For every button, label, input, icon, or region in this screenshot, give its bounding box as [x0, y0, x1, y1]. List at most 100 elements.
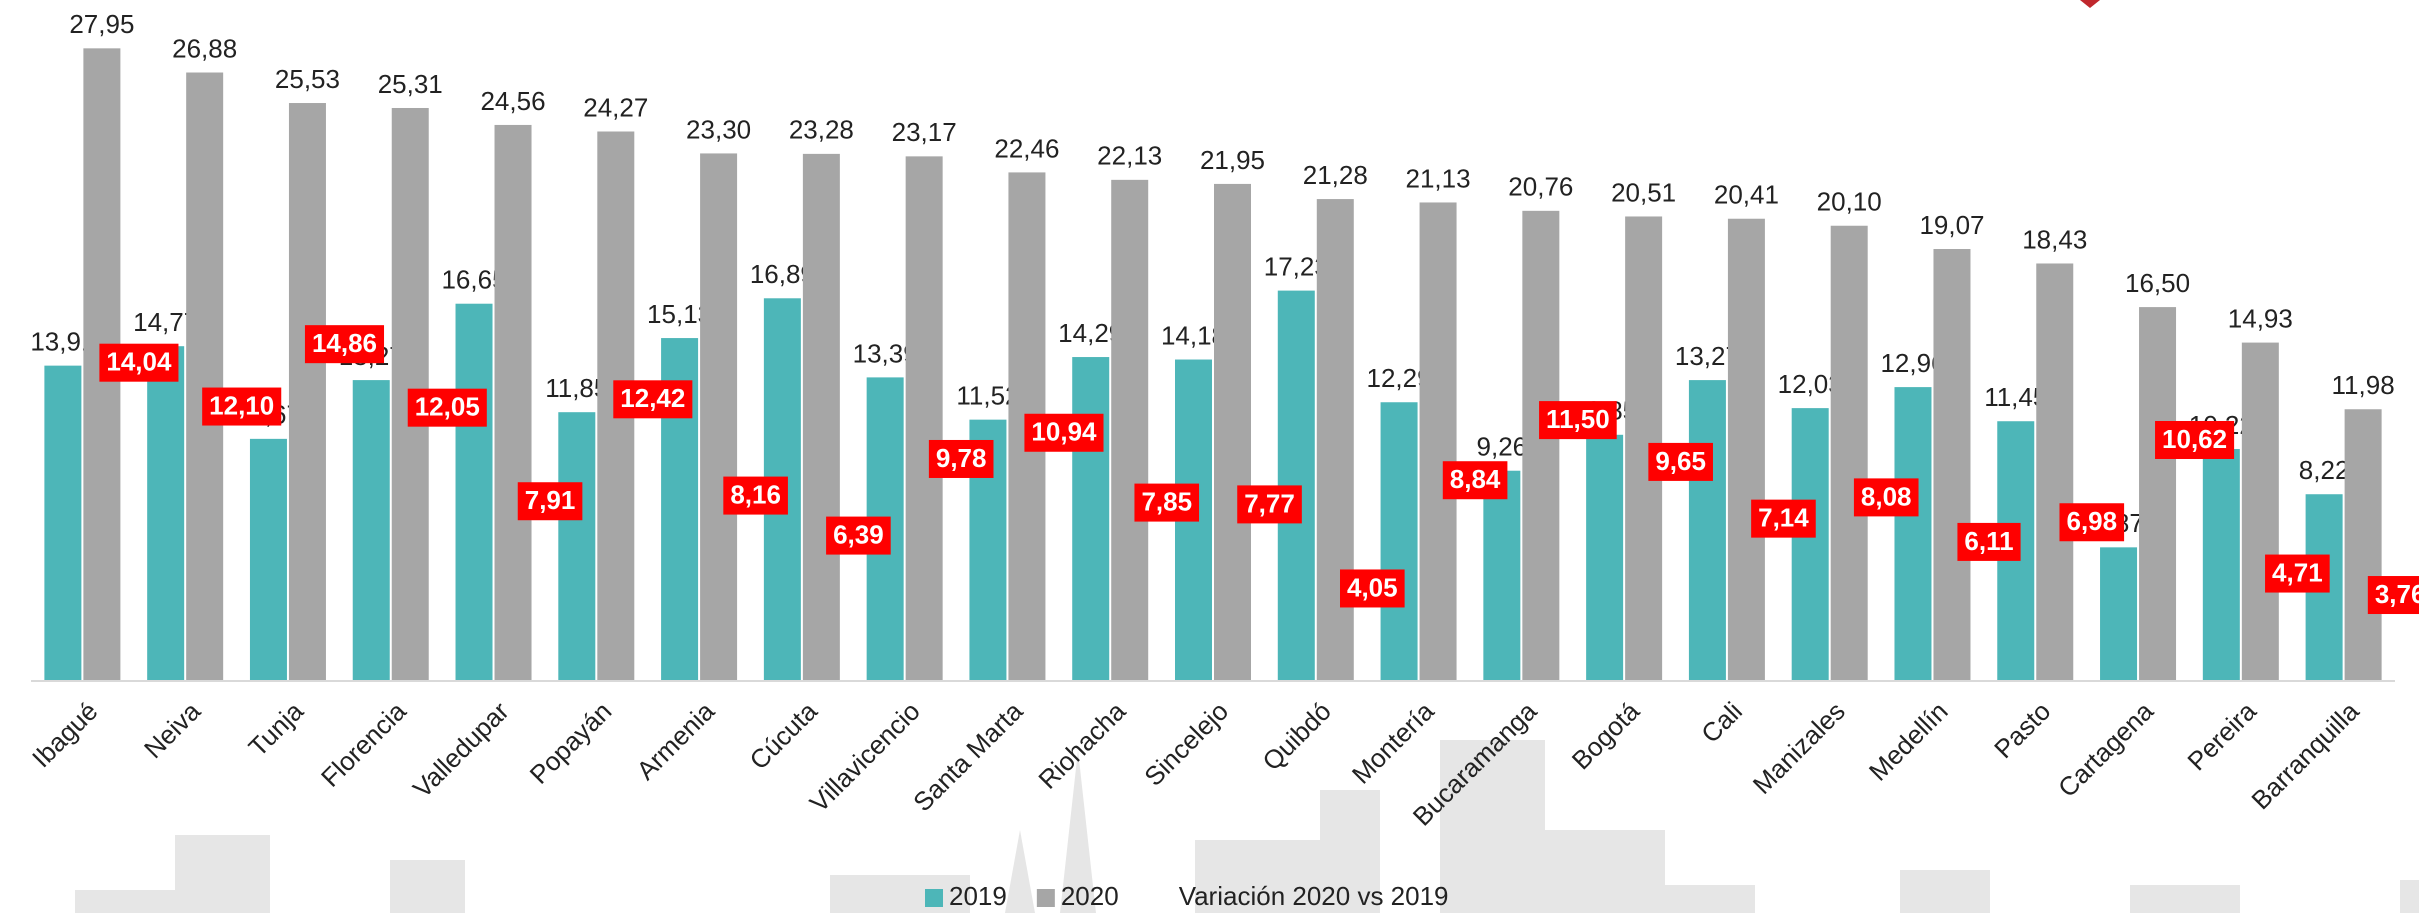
variation-text: 12,10 — [209, 390, 274, 420]
variation-text: 6,98 — [2066, 506, 2117, 536]
bar — [700, 153, 738, 681]
value-label: 9,26 — [1477, 432, 1528, 462]
bar — [352, 380, 390, 680]
variation-label: 4,05 — [1340, 569, 1405, 608]
bar — [1483, 470, 1521, 680]
legend-swatch — [1036, 889, 1055, 907]
variation-box — [2265, 554, 2330, 593]
variation-label: 7,91 — [517, 482, 583, 521]
value-label: 25,31 — [378, 69, 443, 99]
bar — [1688, 380, 1726, 680]
legend-label: 2019 — [949, 881, 1007, 911]
bar — [288, 103, 326, 681]
x-tick-label: Florencia — [315, 696, 412, 793]
bar — [186, 72, 224, 680]
variation-text: 9,78 — [936, 443, 987, 473]
bar — [2202, 449, 2240, 680]
value-label: 21,13 — [1406, 163, 1471, 193]
value-label: 20,10 — [1817, 187, 1882, 217]
bar — [455, 303, 493, 680]
x-tick-label: Cartagena — [2052, 696, 2159, 803]
variation-text: 12,05 — [415, 392, 480, 422]
bar — [1072, 357, 1110, 680]
value-label: 24,27 — [583, 92, 648, 122]
variation-label: 12,42 — [613, 380, 693, 419]
variation-box — [1853, 478, 1919, 517]
variation-box — [1648, 442, 1713, 481]
bar — [494, 124, 532, 681]
x-tick-label: Tunja — [243, 696, 310, 763]
x-tick-label: Pereira — [2181, 696, 2262, 777]
value-label: 11,98 — [2332, 370, 2395, 400]
variation-label: 9,65 — [1648, 442, 1713, 481]
bar — [249, 438, 287, 680]
variation-label: 14,86 — [304, 325, 385, 364]
bar — [147, 346, 185, 680]
x-tick-label: Neiva — [138, 696, 207, 765]
variation-label: 12,05 — [407, 388, 487, 427]
bar — [2036, 263, 2074, 680]
variation-label: 9,78 — [928, 439, 994, 478]
variation-label: 6,39 — [826, 516, 891, 555]
variation-box — [99, 343, 179, 382]
value-label: 27,95 — [69, 9, 134, 39]
variation-label: 7,85 — [1134, 483, 1200, 522]
x-tick-label: Valledupar — [407, 696, 515, 804]
x-tick-label: Armenia — [631, 696, 721, 786]
variation-text: 6,39 — [833, 519, 884, 549]
variation-box — [1539, 401, 1617, 440]
x-tick-label: Sincelejo — [1138, 696, 1234, 792]
variation-box — [304, 325, 385, 364]
value-label: 26,88 — [172, 33, 237, 63]
bar — [1791, 408, 1829, 680]
x-tick-label: Manizales — [1747, 696, 1851, 800]
variation-label: 12,10 — [202, 387, 282, 426]
variation-label: 3,76 — [2367, 576, 2419, 615]
value-label: 23,17 — [892, 117, 957, 147]
x-tick-label: Riohacha — [1032, 696, 1131, 795]
bar — [2139, 307, 2177, 680]
variation-box — [1134, 483, 1200, 522]
skyline-background — [75, 740, 2419, 913]
x-tick-label: Pasto — [1988, 696, 2056, 764]
value-label: 22,46 — [994, 133, 1059, 163]
variation-box — [517, 482, 583, 521]
x-tick-label: Bogotá — [1566, 696, 1646, 776]
variation-text: 14,86 — [312, 328, 377, 358]
variation-text: 4,05 — [1347, 572, 1398, 602]
variation-text: 3,76 — [2375, 579, 2419, 609]
bar — [1727, 218, 1765, 680]
value-label: 16,50 — [2125, 268, 2190, 298]
variation-text: 9,65 — [1655, 446, 1706, 476]
bar — [2241, 342, 2279, 680]
variation-label: 8,16 — [723, 476, 788, 515]
x-tick-label: Ibagué — [26, 696, 103, 773]
x-tick-label: Barranquilla — [2245, 696, 2365, 816]
legend-label: Variación 2020 vs 2019 — [1179, 881, 1449, 911]
value-label: 21,28 — [1303, 160, 1368, 190]
bar — [558, 412, 596, 680]
value-label: 19,07 — [1919, 210, 1984, 240]
variation-text: 7,91 — [525, 485, 576, 515]
variation-box — [1442, 461, 1508, 500]
bar — [1894, 387, 1932, 680]
value-label: 23,28 — [789, 115, 854, 145]
variation-label: 11,50 — [1539, 401, 1617, 440]
variation-label: 8,84 — [1442, 461, 1508, 500]
bar — [1933, 249, 1971, 680]
variation-box — [1751, 499, 1816, 538]
variation-box — [1340, 569, 1405, 608]
x-tick-label: Popayán — [524, 696, 618, 790]
variation-box — [928, 439, 994, 478]
variation-label: 6,11 — [1957, 522, 2021, 561]
variation-text: 6,11 — [1964, 526, 2013, 556]
x-tick-label: Quibdó — [1256, 696, 1336, 776]
bar — [1316, 199, 1354, 680]
bar — [1419, 202, 1457, 680]
variation-label: 8,08 — [1853, 478, 1919, 517]
x-tick-label: Cúcuta — [744, 696, 824, 776]
variation-text: 14,04 — [106, 347, 172, 377]
bar — [1214, 183, 1251, 680]
bar — [2100, 547, 2138, 680]
